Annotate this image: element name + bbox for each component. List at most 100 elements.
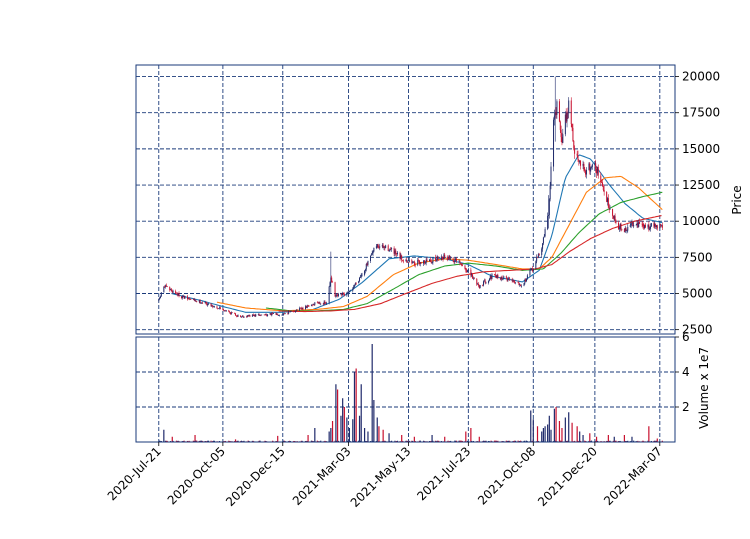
candle-body — [517, 282, 519, 284]
candle-body — [159, 298, 161, 300]
candle-body — [564, 114, 566, 135]
candle-body — [488, 278, 490, 281]
volume-bar — [606, 440, 608, 442]
volume-bar — [624, 440, 626, 442]
candle-body — [299, 307, 301, 311]
volume-bar — [342, 398, 344, 442]
candle-body — [589, 163, 591, 172]
candle-body — [190, 299, 192, 300]
candle-body — [511, 279, 513, 282]
candle-body — [293, 310, 295, 312]
candle-body — [278, 314, 280, 316]
candle-body — [458, 260, 460, 262]
volume-bar — [192, 440, 194, 442]
volume-bar — [401, 440, 404, 442]
candle-body — [342, 293, 344, 296]
candle-body — [590, 166, 592, 168]
volume-bar — [656, 438, 658, 442]
candle-body — [294, 311, 296, 312]
volume-bar — [530, 410, 532, 442]
price-tick-label: 17500 — [682, 106, 720, 120]
candle-body — [515, 282, 517, 284]
volume-bar — [487, 440, 490, 442]
volume-bar — [490, 440, 492, 442]
candle-body — [196, 301, 198, 302]
candle-body — [270, 313, 272, 316]
candle-body — [623, 228, 625, 233]
volume-bar — [396, 440, 398, 442]
candle-body — [553, 119, 555, 167]
candle-body — [384, 246, 386, 248]
volume-bar — [186, 440, 189, 442]
candle-body — [583, 164, 585, 171]
volume-bar — [455, 440, 457, 442]
candle-body — [318, 302, 320, 303]
candle-body — [300, 307, 302, 309]
candle-body — [224, 310, 226, 312]
volume-bar — [579, 440, 582, 442]
candle-body — [524, 279, 526, 284]
volume-bar — [595, 436, 598, 442]
candle-body — [365, 264, 367, 270]
candle-body — [359, 277, 361, 278]
candle-body — [607, 198, 609, 202]
moving-average-line-1 — [171, 154, 663, 313]
candle-body — [655, 224, 657, 227]
candle-body — [388, 250, 390, 252]
volume-bar — [247, 440, 249, 442]
volume-bar — [378, 426, 380, 442]
volume-bar — [438, 440, 440, 442]
candle-body — [290, 310, 292, 312]
candle-body — [429, 259, 431, 262]
volume-bar — [560, 440, 562, 442]
volume-bar — [493, 440, 496, 442]
candle-body — [485, 282, 487, 284]
volume-bar — [547, 424, 549, 442]
candle-body — [488, 280, 490, 283]
candle-body — [568, 100, 570, 113]
volume-bar — [506, 440, 508, 442]
candle-body — [354, 283, 356, 286]
candle-body — [644, 224, 646, 228]
candle-body — [311, 304, 313, 306]
volume-bar — [358, 415, 361, 442]
volume-bar — [574, 440, 576, 442]
candle-body — [595, 163, 597, 169]
candle-body — [324, 301, 326, 304]
candle-body — [275, 313, 277, 315]
candle-body — [265, 314, 267, 316]
volume-bar — [376, 417, 378, 442]
volume-bar — [201, 440, 203, 442]
candle-body — [299, 307, 301, 309]
volume-bar — [612, 440, 615, 442]
candle-body — [531, 268, 533, 270]
volume-bar — [207, 440, 210, 442]
candle-body — [638, 221, 640, 227]
volume-bar — [288, 440, 291, 442]
candle-body — [193, 299, 195, 300]
candle-body — [659, 224, 661, 229]
volume-bar — [358, 440, 360, 442]
price-panel-frame — [135, 64, 676, 335]
candle-body — [567, 112, 569, 114]
candle-body — [629, 225, 631, 227]
candle-body — [337, 294, 339, 296]
volume-bar — [494, 440, 496, 442]
candle-body — [400, 255, 402, 259]
candle-body — [340, 293, 342, 295]
candle-body — [655, 225, 657, 227]
candle-body — [466, 270, 468, 273]
candle-body — [541, 248, 543, 256]
volume-bar — [346, 417, 348, 442]
price-tick-label: 12500 — [682, 178, 720, 192]
candle-body — [482, 285, 484, 286]
volume-bar — [608, 440, 610, 442]
candle-body — [319, 302, 321, 305]
candle-body — [523, 283, 525, 286]
candle-body — [391, 248, 393, 250]
candle-body — [158, 299, 160, 301]
volume-bar — [354, 440, 356, 442]
candle-body — [642, 223, 644, 227]
price-tick-label: 20000 — [682, 70, 720, 84]
candle-body — [434, 257, 436, 261]
